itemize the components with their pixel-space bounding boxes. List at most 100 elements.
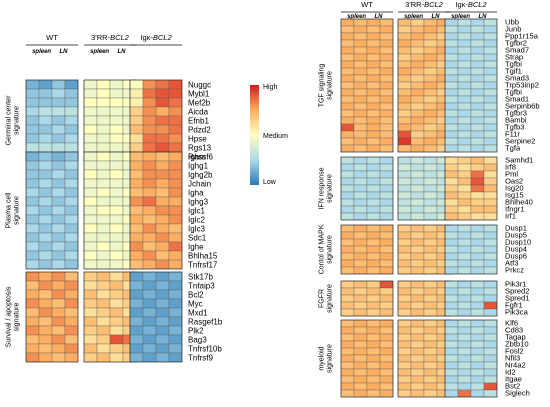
heatmap-cell [379,333,394,342]
heatmap-cell [457,109,472,118]
heatmap-cell [410,301,425,310]
heatmap-block-border [25,271,79,363]
heatmap-cell [51,223,66,234]
heatmap-cell [444,109,459,118]
heatmap-cell [64,115,79,126]
heatmap-cell [51,169,66,180]
heatmap-cell [444,67,459,76]
heatmap-cell [340,39,355,48]
gene-label: Junb [505,25,521,34]
heatmap-cell [444,287,459,296]
heatmap-cell [142,343,157,354]
heatmap-cell [410,375,425,384]
heatmap-cell [483,340,498,349]
heatmap-cell [25,241,40,252]
heatmap-cell [379,81,394,90]
heatmap-cell [51,289,66,300]
heatmap-cell [96,241,111,252]
heatmap-cell [483,32,498,41]
heatmap-cell [353,308,368,317]
heatmap-cell [423,308,438,317]
heatmap-cell [96,259,111,270]
heatmap-cell [353,163,368,172]
heatmap-cell [470,144,485,153]
heatmap-cell [423,177,438,186]
heatmap-cell [483,39,498,48]
heatmap-cell [397,81,412,90]
heatmap-cell [38,343,53,354]
heatmap-cell [64,352,79,363]
gene-label: Irf8 [505,163,516,172]
heatmap-cell [129,316,144,327]
heatmap-cell [96,280,111,291]
gene-label: Rassf6 [188,152,213,161]
heatmap-cell [397,308,412,317]
heatmap-cell [64,325,79,336]
heatmap-cell [444,340,459,349]
heatmap-cell [379,25,394,34]
heatmap-cell [470,231,485,240]
heatmap-cell [423,191,438,200]
heatmap-cell [379,368,394,377]
heatmap-cell [129,325,144,336]
heatmap-cell [457,53,472,62]
heatmap-cell [366,177,381,186]
heatmap-cell [353,354,368,363]
heatmap-cell [83,178,98,189]
heatmap-cell [410,252,425,261]
heatmap-cell [483,245,498,254]
group-header: Igκ-BCL2 [140,33,172,42]
heatmap-cell [38,214,53,225]
gene-label: Itgae [505,375,522,384]
gene-label: Tgfbr3 [505,109,527,118]
heatmap-cell [38,97,53,108]
signature-label: Survival / apoptosissignature [6,286,21,347]
gene-label: Fosl2 [505,347,524,356]
heatmap-cell [397,319,412,328]
gene-label: Smad1 [505,95,529,104]
heatmap-cell [83,151,98,162]
heatmap-cell [457,95,472,104]
heatmap-cell [168,133,183,144]
heatmap-cell [423,319,438,328]
heatmap-cell [38,232,53,243]
heatmap-cell [38,352,53,363]
heatmap-cell [397,347,412,356]
heatmap-cell [483,191,498,200]
heatmap-cell [457,123,472,132]
heatmap-cell [51,115,66,126]
heatmap-block-border [340,18,394,153]
heatmap-cell [109,106,124,117]
heatmap-cell [483,361,498,370]
tissue-sublabel: LN [374,14,383,20]
gene-label: Stk17b [188,272,213,281]
heatmap-cell [366,184,381,193]
heatmap-cell [423,375,438,384]
heatmap-cell [51,151,66,162]
heatmap-cell [155,133,170,144]
heatmap-cell [410,144,425,153]
heatmap-cell [155,151,170,162]
heatmap-cell [340,60,355,69]
heatmap-cell [397,163,412,172]
heatmap-cell [340,375,355,384]
heatmap-cell [379,287,394,296]
heatmap-cell [142,325,157,336]
heatmap-cell [25,160,40,171]
heatmap-cell [109,325,124,336]
heatmap-cell [379,231,394,240]
heatmap-cell [340,333,355,342]
heatmap-cell [96,343,111,354]
heatmap-cell [457,224,472,233]
heatmap-cell [168,316,183,327]
heatmap-cell [168,325,183,336]
heatmap-cell [444,252,459,261]
heatmap-cell [410,191,425,200]
heatmap-cell [129,214,144,225]
heatmap-cell [168,334,183,345]
heatmap-cell [444,301,459,310]
heatmap-cell [470,25,485,34]
heatmap-cell [109,250,124,261]
heatmap-cell [340,301,355,310]
heatmap-cell [470,116,485,125]
